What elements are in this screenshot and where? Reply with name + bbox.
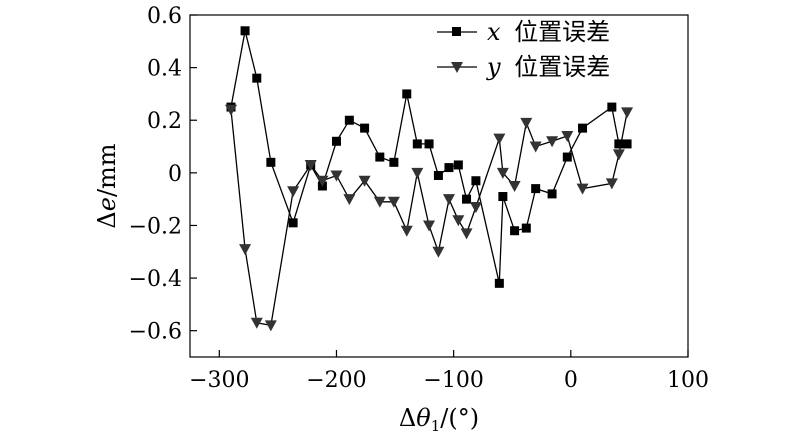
x-tick-label: 0 [564,368,578,393]
legend: x 位置误差 y 位置误差 [437,18,610,81]
data-point-x [531,184,541,194]
data-point-y [576,183,589,195]
data-point-y [442,194,455,206]
data-point-y [250,317,263,329]
x-axis-title: Δθ1/(°) [399,404,479,435]
data-point-x [578,123,588,133]
data-point-y [343,194,356,206]
data-point-y [452,215,465,227]
data-point-y [469,202,482,214]
data-point-x [622,139,632,149]
data-point-y [387,196,400,208]
x-tick-label: −200 [306,368,366,393]
data-point-y [493,133,506,145]
data-point-x [453,160,463,170]
data-point-y [400,225,413,237]
data-point-x [607,102,617,112]
legend-label-y: y 位置误差 [486,53,610,81]
data-point-y [432,246,445,258]
data-point-y [612,149,625,161]
data-point-x [331,136,341,146]
axis-ticks: −300 −200 −100 0 100 −0.6 −0.4 −0.2 0 0.2 0.4 0.6 [129,4,709,393]
data-point-x [562,152,572,162]
y-tick-label: 0.4 [147,57,182,82]
x-tick-label: 100 [667,368,709,393]
data-point-y [304,159,317,171]
y-tick-label: 0 [168,162,182,187]
data-point-y [423,220,436,232]
data-point-y [373,196,386,208]
legend-marker-square [452,27,461,36]
data-point-y [621,107,634,119]
y-tick-label: −0.4 [129,267,182,292]
y-tick-label: −0.2 [129,214,182,239]
data-point-x [288,218,298,228]
data-point-y [264,320,277,332]
legend-marker-triangle [451,62,463,73]
data-point-y [605,178,618,190]
data-point-y [358,175,371,187]
data-point-y [316,175,329,187]
y-axis-title: Δe/mm [93,143,121,228]
data-point-x [402,89,412,99]
data-point-x [375,152,385,162]
x-tick-label: −300 [189,368,249,393]
data-point-x [412,139,422,149]
data-point-x [498,192,508,202]
data-point-x [389,157,399,167]
data-point-x [360,123,370,133]
data-point-x [614,139,624,149]
data-point-x [252,73,262,83]
data-point-y [508,181,521,192]
legend-label-x: x 位置误差 [487,18,610,46]
data-point-x [547,189,557,199]
data-point-x [510,226,520,236]
data-point-y [529,141,542,153]
data-point-x [240,26,250,36]
y-tick-label: −0.6 [129,320,182,345]
data-point-x [494,278,504,288]
data-point-x [433,170,443,180]
data-point-x [424,139,434,149]
data-point-y [411,167,424,179]
data-point-x [462,194,472,204]
data-point-y [239,244,252,256]
data-point-y [287,186,300,198]
data-point-x [471,176,481,186]
data-point-y [496,167,509,179]
data-point-y [225,104,238,116]
y-tick-label: 0.6 [147,4,182,29]
data-point-x [344,115,354,125]
series-layer [225,26,634,332]
data-point-y [460,228,473,240]
data-point-y [330,170,343,182]
plot-frame [189,14,689,358]
data-point-x [266,157,276,167]
data-point-x [521,223,531,233]
data-point-y [520,117,533,129]
data-point-y [561,131,574,143]
y-tick-label: 0.2 [147,109,182,134]
x-tick-label: −100 [423,368,483,393]
data-point-x [444,163,454,173]
data-point-y [546,136,559,148]
